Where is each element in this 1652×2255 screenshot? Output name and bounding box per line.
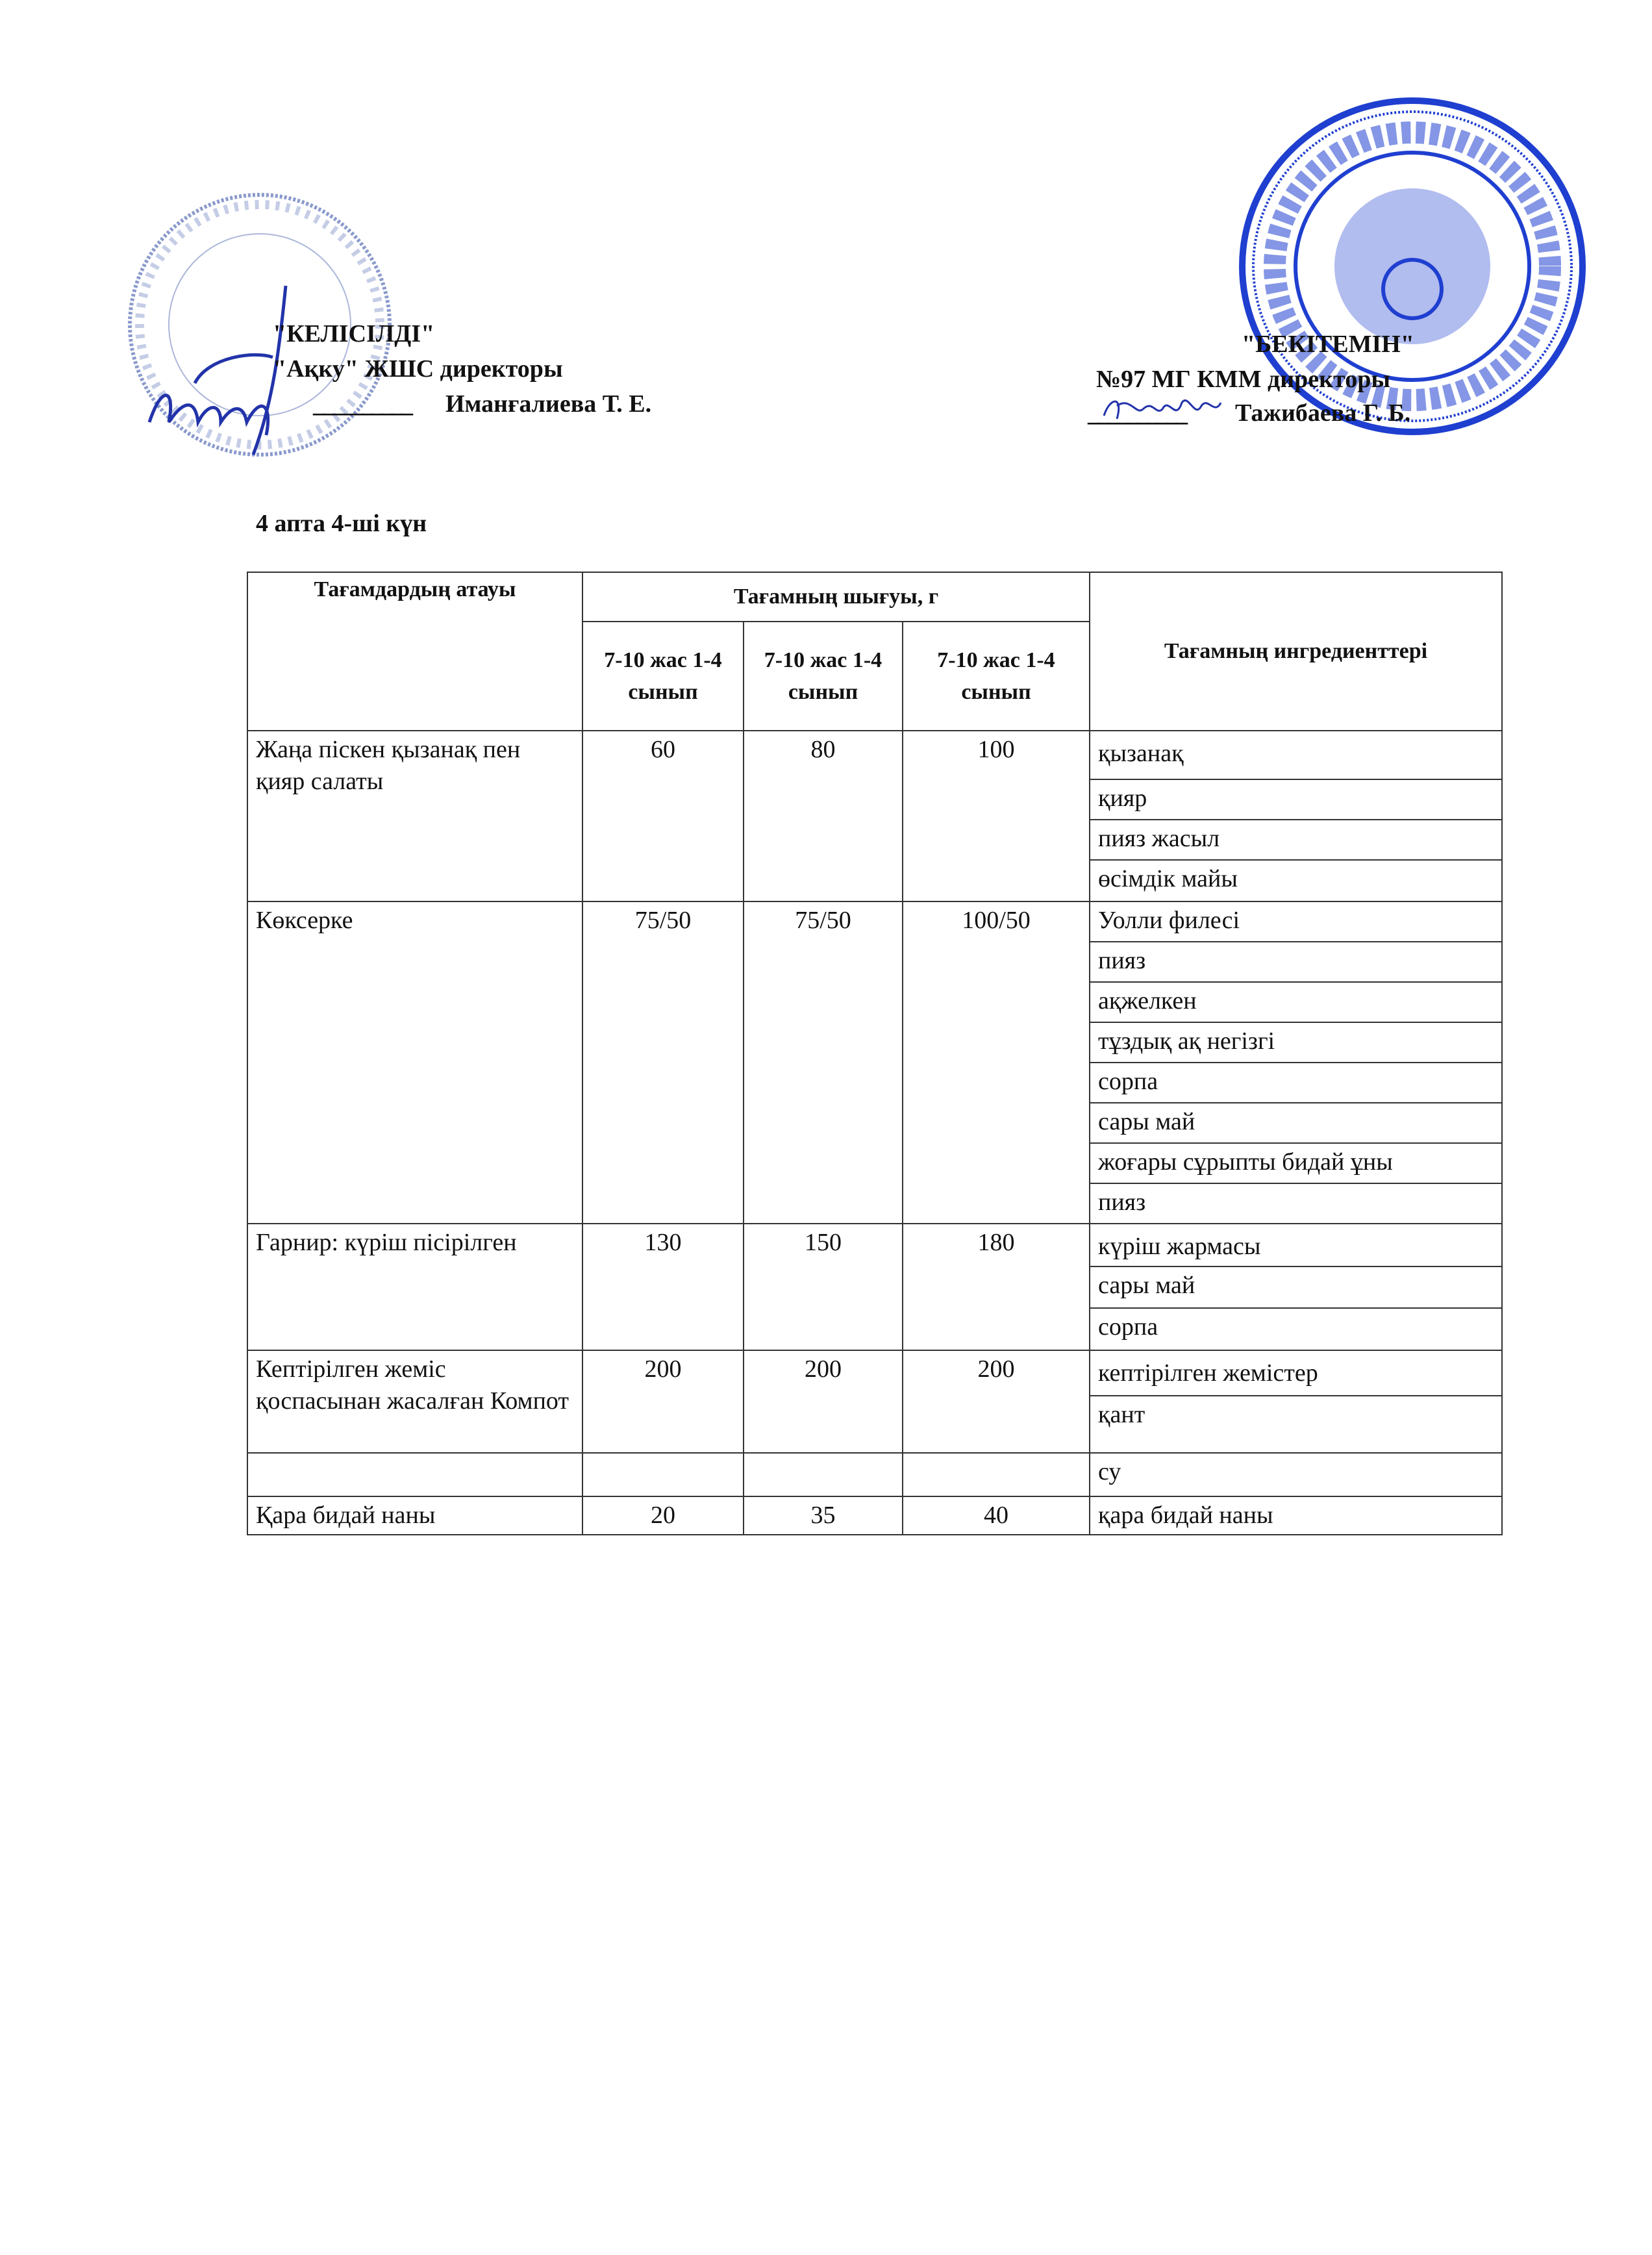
right-stamp bbox=[1239, 97, 1586, 435]
ingredient: өсімдік майы bbox=[1089, 859, 1503, 902]
dish-name bbox=[247, 1452, 583, 1497]
ingredient: пияз bbox=[1089, 941, 1503, 983]
ingredient: жоғары сұрыпты бидай ұны bbox=[1089, 1142, 1503, 1184]
table-row: Көксерке 75/50 75/50 100/50 Уолли филесі bbox=[247, 901, 1503, 1224]
dish-name: Кептірілген жеміс қоспасынан жасалған Ко… bbox=[247, 1350, 583, 1454]
approval-title-right: "БЕКІТЕМІН" bbox=[1242, 331, 1414, 358]
ingredient: сары май bbox=[1089, 1102, 1503, 1144]
sub-col-header: 7-10 жас 1-4 сынып bbox=[743, 621, 903, 731]
ingredient: сорпа bbox=[1089, 1307, 1503, 1351]
output-value: 200 bbox=[582, 1350, 744, 1454]
ingredient: тұздық ақ негізгі bbox=[1089, 1022, 1503, 1063]
left-signature bbox=[147, 285, 288, 455]
approval-position-left: "Ақку" ЖШС директоры bbox=[273, 355, 563, 383]
output-value: 100/50 bbox=[902, 901, 1090, 1224]
ingredient: су bbox=[1089, 1452, 1503, 1497]
sub-col-header: 7-10 жас 1-4 сынып bbox=[582, 621, 744, 731]
ingredient: қызанақ bbox=[1089, 730, 1503, 780]
ingredient: кептірілген жемістер bbox=[1089, 1350, 1503, 1396]
approver-name-right: Тажибаева Г. Б. bbox=[1235, 399, 1411, 427]
dish-name: Жаңа піскен қызанақ пен қияр салаты bbox=[247, 730, 583, 902]
col-header-ingredients: Тағамның ингредиенттері bbox=[1089, 572, 1503, 731]
approver-name-left: Иманғалиева Т. Е. bbox=[445, 390, 652, 418]
day-label: 4 апта 4-ші күн bbox=[256, 510, 427, 537]
output-value: 150 bbox=[743, 1223, 903, 1351]
ingredient: қияр bbox=[1089, 779, 1503, 820]
output-value: 180 bbox=[902, 1223, 1090, 1351]
table-row: Жаңа піскен қызанақ пен қияр салаты 60 8… bbox=[247, 730, 1503, 902]
ingredient: пияз жасыл bbox=[1089, 819, 1503, 861]
dish-name: Көксерке bbox=[247, 901, 583, 1224]
ingredient: сорпа bbox=[1089, 1062, 1503, 1103]
output-value: 80 bbox=[743, 730, 903, 902]
output-value: 75/50 bbox=[743, 901, 903, 1224]
table-row: Гарнир: күріш пісірілген 130 150 180 күр… bbox=[247, 1223, 1503, 1351]
ingredient: сары май bbox=[1089, 1266, 1503, 1309]
output-value bbox=[902, 1452, 1090, 1497]
output-value: 130 bbox=[582, 1223, 744, 1351]
output-value: 35 bbox=[743, 1495, 903, 1536]
table-row: Кептірілген жеміс қоспасынан жасалған Ко… bbox=[247, 1350, 1503, 1454]
ingredient: Уолли филесі bbox=[1089, 901, 1503, 942]
output-value: 200 bbox=[902, 1350, 1090, 1454]
col-header-output: Тағамның шығуы, г bbox=[582, 572, 1090, 622]
ingredient: күріш жармасы bbox=[1089, 1223, 1503, 1267]
dish-name: Қара бидай наны bbox=[247, 1495, 583, 1536]
output-value: 40 bbox=[902, 1495, 1090, 1536]
dish-name: Гарнир: күріш пісірілген bbox=[247, 1223, 583, 1351]
signature-line-left: __________ bbox=[313, 390, 413, 418]
right-signature bbox=[1103, 399, 1222, 420]
approval-position-right: №97 МГ КММ директоры bbox=[1096, 366, 1390, 393]
ingredient: қант bbox=[1089, 1395, 1503, 1454]
output-value bbox=[743, 1452, 903, 1497]
output-value: 75/50 bbox=[582, 901, 744, 1224]
approval-title-left: "КЕЛІСІЛДІ" bbox=[273, 320, 435, 347]
ingredient: ақжелкен bbox=[1089, 981, 1503, 1023]
table-row: су bbox=[247, 1452, 1503, 1497]
output-value bbox=[582, 1452, 744, 1497]
sub-col-header: 7-10 жас 1-4 сынып bbox=[902, 621, 1090, 731]
output-value: 20 bbox=[582, 1495, 744, 1536]
output-value: 100 bbox=[902, 730, 1090, 902]
ingredient: қара бидай наны bbox=[1089, 1495, 1503, 1536]
col-header-dish: Тағамдардың атауы bbox=[247, 572, 583, 731]
output-value: 60 bbox=[582, 730, 744, 902]
menu-table: Тағамдардың атауы Тағамның шығуы, г Таға… bbox=[247, 572, 1503, 1536]
output-value: 200 bbox=[743, 1350, 903, 1454]
left-stamp bbox=[128, 193, 392, 457]
ingredient: пияз bbox=[1089, 1183, 1503, 1224]
table-row: Қара бидай наны 20 35 40 қара бидай наны bbox=[247, 1495, 1503, 1536]
